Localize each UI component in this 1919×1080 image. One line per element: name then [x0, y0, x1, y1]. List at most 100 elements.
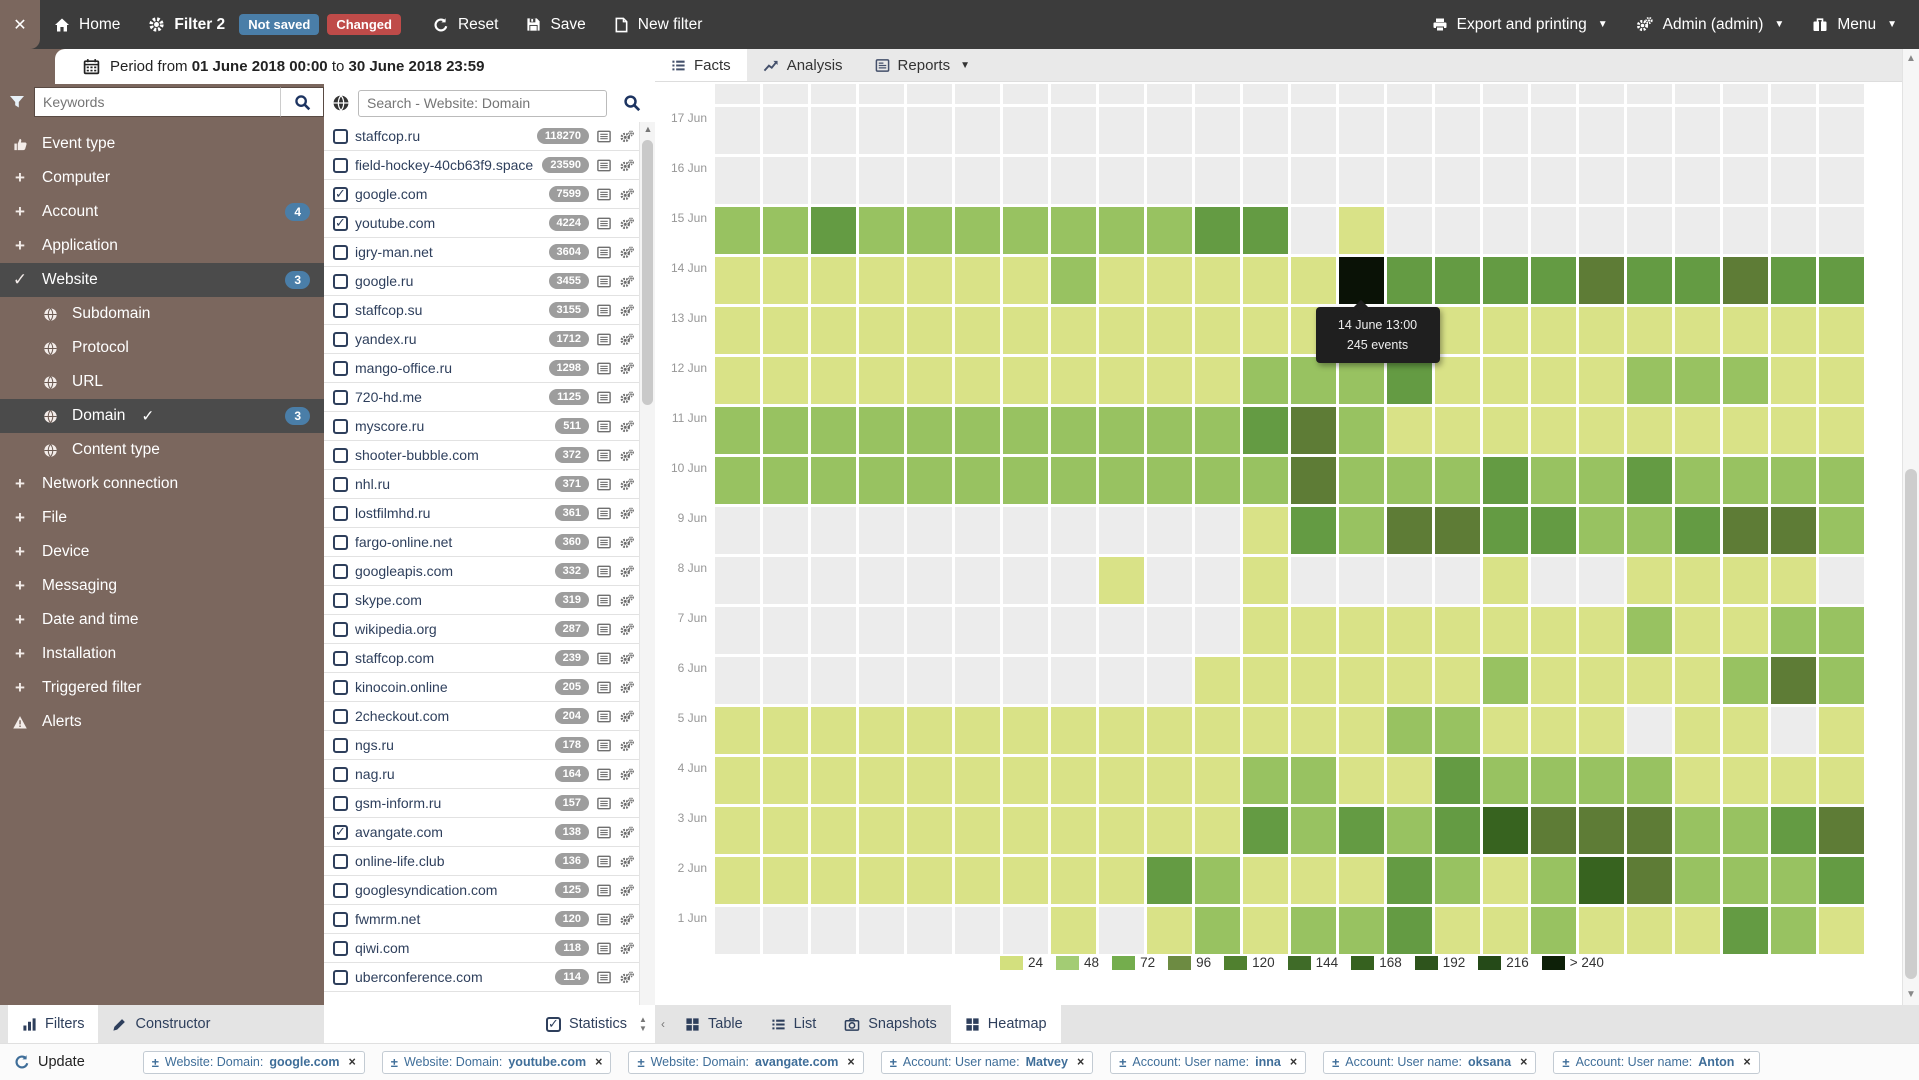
- scrollbar-thumb[interactable]: [642, 140, 653, 405]
- heatmap-cell[interactable]: [907, 407, 952, 454]
- domain-name[interactable]: skype.com: [355, 592, 422, 608]
- toggle-include-icon[interactable]: ±: [1562, 1054, 1570, 1070]
- heatmap-cell[interactable]: [1483, 507, 1528, 554]
- sidebar-item-url[interactable]: URL: [0, 365, 324, 399]
- heatmap-cell[interactable]: [1627, 857, 1672, 904]
- expand-plus-icon[interactable]: +: [15, 474, 25, 493]
- expand-plus-icon[interactable]: +: [15, 576, 25, 595]
- heatmap-cell[interactable]: [1531, 607, 1576, 654]
- heatmap-cell[interactable]: [1531, 257, 1576, 304]
- heatmap-cell[interactable]: [1435, 257, 1480, 304]
- heatmap-cell[interactable]: [811, 907, 856, 954]
- filter-name-button[interactable]: Filter 2: [134, 16, 239, 34]
- checkbox-unchecked-icon[interactable]: [333, 273, 348, 289]
- heatmap-cell[interactable]: [1819, 657, 1864, 704]
- heatmap-cell[interactable]: [1291, 507, 1336, 554]
- checkbox-unchecked-icon[interactable]: [333, 708, 348, 724]
- heatmap-cell[interactable]: [1099, 507, 1144, 554]
- heatmap-cell[interactable]: [1003, 807, 1048, 854]
- heatmap-cell[interactable]: [1099, 707, 1144, 754]
- heatmap-cell[interactable]: [1147, 307, 1192, 354]
- heatmap-cell[interactable]: [1387, 757, 1432, 804]
- heatmap-cell[interactable]: [1531, 807, 1576, 854]
- sidebar-item-domain[interactable]: Domain ✓ 3: [0, 399, 324, 433]
- row-settings-icon[interactable]: [619, 709, 635, 724]
- domain-name[interactable]: qiwi.com: [355, 940, 410, 956]
- heatmap-cell[interactable]: [1819, 84, 1864, 104]
- details-list-icon[interactable]: [596, 506, 612, 521]
- heatmap-cell[interactable]: [1195, 757, 1240, 804]
- heatmap-cell[interactable]: [1675, 857, 1720, 904]
- heatmap-cell[interactable]: [1099, 807, 1144, 854]
- row-settings-icon[interactable]: [619, 622, 635, 637]
- heatmap-cell[interactable]: [1195, 607, 1240, 654]
- checkbox-unchecked-icon[interactable]: [333, 940, 348, 956]
- filter-chip-inna[interactable]: ± Account: User name: inna ×: [1110, 1050, 1307, 1074]
- remove-chip-icon[interactable]: ×: [1289, 1055, 1298, 1069]
- heatmap-cell[interactable]: [1579, 457, 1624, 504]
- checkbox-unchecked-icon[interactable]: [333, 244, 348, 260]
- checkbox-unchecked-icon[interactable]: [333, 534, 348, 550]
- heatmap-cell[interactable]: [715, 307, 760, 354]
- heatmap-cell[interactable]: [715, 257, 760, 304]
- details-list-icon[interactable]: [596, 535, 612, 550]
- heatmap-cell[interactable]: [1531, 157, 1576, 204]
- remove-chip-icon[interactable]: ×: [1076, 1055, 1085, 1069]
- details-list-icon[interactable]: [596, 651, 612, 666]
- row-settings-icon[interactable]: [619, 912, 635, 927]
- heatmap-cell[interactable]: [1243, 407, 1288, 454]
- heatmap-cell[interactable]: [907, 507, 952, 554]
- remove-chip-icon[interactable]: ×: [595, 1055, 603, 1069]
- toggle-include-icon[interactable]: ±: [889, 1054, 897, 1070]
- heatmap-cell[interactable]: [763, 357, 808, 404]
- heatmap-cell[interactable]: [1243, 107, 1288, 154]
- heatmap-cell[interactable]: [1339, 457, 1384, 504]
- heatmap-cell[interactable]: [1531, 507, 1576, 554]
- heatmap-cell[interactable]: [1195, 407, 1240, 454]
- heatmap-cell[interactable]: [763, 157, 808, 204]
- heatmap-cell[interactable]: [715, 557, 760, 604]
- domain-name[interactable]: staffcop.com: [355, 650, 435, 666]
- heatmap-cell[interactable]: [907, 557, 952, 604]
- heatmap-cell[interactable]: [1339, 84, 1384, 104]
- heatmap-cell[interactable]: [1003, 557, 1048, 604]
- heatmap-cell[interactable]: [1099, 207, 1144, 254]
- checkbox-unchecked-icon[interactable]: [333, 679, 348, 695]
- heatmap-cell[interactable]: [1531, 907, 1576, 954]
- heatmap-cell[interactable]: [1627, 507, 1672, 554]
- toggle-include-icon[interactable]: ±: [151, 1054, 159, 1070]
- heatmap-cell[interactable]: [1243, 907, 1288, 954]
- heatmap-cell[interactable]: [1195, 157, 1240, 204]
- heatmap-cell[interactable]: [1435, 84, 1480, 104]
- main-menu[interactable]: Menu ▼: [1798, 16, 1919, 34]
- domain-name[interactable]: ngs.ru: [355, 737, 394, 753]
- heatmap-cell[interactable]: [1675, 557, 1720, 604]
- heatmap-cell[interactable]: [1051, 757, 1096, 804]
- row-settings-icon[interactable]: [619, 245, 635, 260]
- heatmap-cell[interactable]: [1147, 607, 1192, 654]
- toggle-include-icon[interactable]: ±: [1119, 1054, 1127, 1070]
- heatmap-cell[interactable]: [1579, 84, 1624, 104]
- remove-chip-icon[interactable]: ×: [1743, 1055, 1751, 1069]
- heatmap-cell[interactable]: [1243, 807, 1288, 854]
- heatmap-cell[interactable]: [955, 307, 1000, 354]
- heatmap-cell[interactable]: [1291, 257, 1336, 304]
- heatmap-cell[interactable]: [1195, 357, 1240, 404]
- heatmap-cell[interactable]: [1195, 207, 1240, 254]
- sidebar-item-computer[interactable]: + Computer: [0, 161, 324, 195]
- heatmap-cell[interactable]: [859, 907, 904, 954]
- heatmap-cell[interactable]: [1051, 357, 1096, 404]
- remove-chip-icon[interactable]: ×: [348, 1055, 356, 1069]
- heatmap-cell[interactable]: [811, 257, 856, 304]
- heatmap-cell[interactable]: [1771, 157, 1816, 204]
- heatmap-cell[interactable]: [1483, 707, 1528, 754]
- heatmap-cell[interactable]: [715, 357, 760, 404]
- events-heatmap[interactable]: 17 Jun 16 Jun 15 Jun 14 Jun 13 Jun 12 Jun 11 J…: [660, 84, 1875, 954]
- expand-plus-icon[interactable]: +: [15, 678, 25, 697]
- heatmap-cell[interactable]: [1771, 557, 1816, 604]
- heatmap-cell[interactable]: [715, 707, 760, 754]
- filter-chip-matvey[interactable]: ± Account: User name: Matvey ×: [880, 1050, 1094, 1074]
- heatmap-cell[interactable]: [1675, 257, 1720, 304]
- toggle-include-icon[interactable]: ±: [1332, 1054, 1340, 1070]
- heatmap-cell[interactable]: [715, 457, 760, 504]
